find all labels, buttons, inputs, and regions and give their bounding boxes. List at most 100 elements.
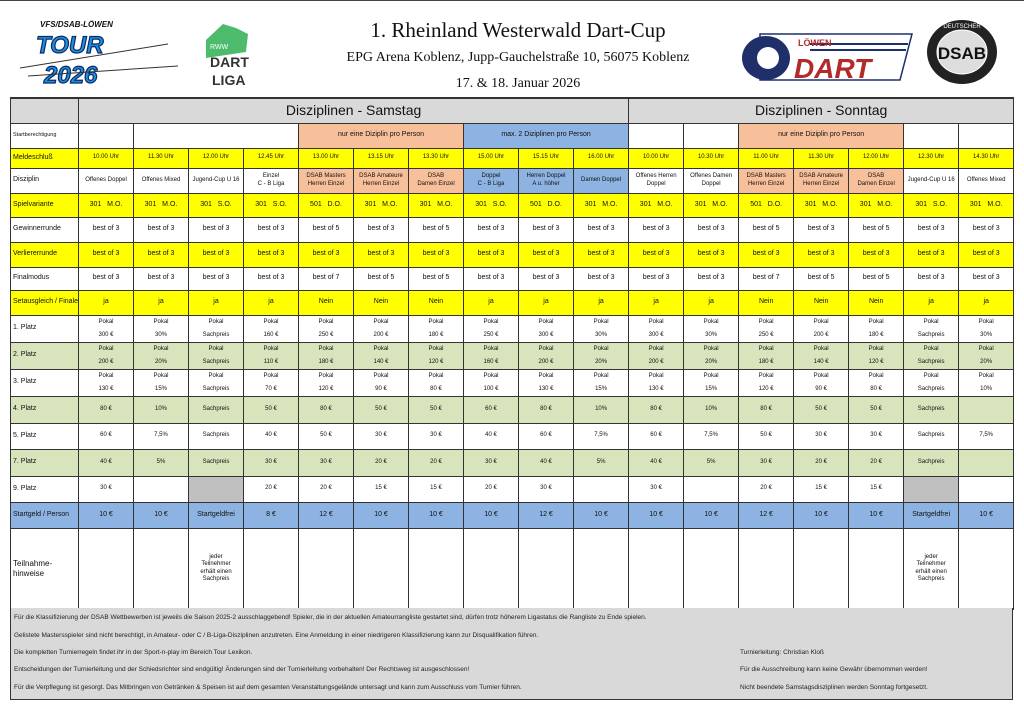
loser-round-cell: best of 3 <box>903 241 960 268</box>
eligibility-cell <box>903 122 960 149</box>
svg-text:TOUR: TOUR <box>36 32 104 59</box>
entry-fee-cell: 10 € <box>78 501 134 529</box>
prize-line: 80 € <box>430 385 442 392</box>
participation-note-cell <box>78 527 134 610</box>
prize-3-cell: Pokal Sachpreis <box>903 368 960 397</box>
prize-line: Pokal <box>428 372 444 379</box>
participation-note-cell <box>683 527 740 610</box>
prize-line: Sachpreis <box>917 358 945 365</box>
prize-1-cell: Pokal 160 € <box>243 314 299 343</box>
participation-note-cell <box>628 527 685 610</box>
table-row: 7. Platz 40 €5% Sachpreis 30 €30 €20 €20 €3… <box>10 448 1015 477</box>
prize-line: Pokal <box>703 318 719 325</box>
prize-3-cell: Pokal 130 € <box>78 368 134 397</box>
prize-line: Pokal <box>373 345 389 352</box>
set-balance-cell: Nein <box>298 289 354 316</box>
entry-fee-cell: Startgeldfrei <box>903 501 960 529</box>
eligibility-cell: nur eine Diziplin pro Person <box>738 122 905 149</box>
prize-2-cell: Pokal 180 € <box>738 341 795 370</box>
discipline-cell: DSAB Amateure Herren Einzel <box>793 167 850 194</box>
prize-7-cell: 20 € <box>353 448 409 477</box>
prize-line: 250 € <box>318 331 334 338</box>
game-variant-cell: 301 M.O. <box>353 192 409 218</box>
prize-3-cell: Pokal 70 € <box>243 368 299 397</box>
deadline-cell: 11.30 Uhr <box>793 147 850 169</box>
winner-round-cell: best of 3 <box>518 216 574 243</box>
prize-line: Pokal <box>648 345 664 352</box>
prize-7-cell: Sachpreis <box>188 448 244 477</box>
prize-line: Pokal <box>868 345 884 352</box>
prize-2-cell: Pokal 180 € <box>298 341 354 370</box>
prize-line: Pokal <box>318 345 334 352</box>
footer-notes: Für die Klassifizierung der DSAB Wettbew… <box>10 608 1013 700</box>
final-mode-cell: best of 3 <box>628 266 685 291</box>
prize-5-cell: 60 € <box>78 422 134 450</box>
participation-note-cell <box>958 527 1015 610</box>
game-variant-cell: 501 D.O. <box>738 192 795 218</box>
prize-line: Pokal <box>428 345 444 352</box>
venue-address: EPG Arena Koblenz, Jupp-Gauchelstraße 10… <box>346 50 690 65</box>
prize-9-cell: 30 € <box>628 475 685 503</box>
row-label-set_balance: Setausgleich / Finale <box>10 289 79 316</box>
prize-9-cell: 30 € <box>78 475 134 503</box>
prize-2-cell: Pokal 140 € <box>353 341 409 370</box>
prize-2-cell: Pokal 160 € <box>463 341 519 370</box>
set-balance-cell: ja <box>463 289 519 316</box>
prize-2-cell: Pokal 20% <box>683 341 740 370</box>
prize-3-cell: Pokal 120 € <box>298 368 354 397</box>
table-row: Meldeschluß 10.00 Uhr 11.30 Uhr 12.00 Uhr 12… <box>10 147 1015 169</box>
row-label-discipline: Disziplin <box>10 167 79 194</box>
entry-fee-cell: 10 € <box>848 501 905 529</box>
discipline-cell: Offenes Doppel <box>78 167 134 194</box>
row-label-time: Meldeschluß <box>10 147 79 169</box>
participation-note-cell <box>243 527 299 610</box>
prize-line: Pokal <box>428 318 444 325</box>
prize-line: Sachpreis <box>917 385 945 392</box>
deadline-cell: 12.45 Uhr <box>243 147 299 169</box>
final-mode-cell: best of 3 <box>518 266 574 291</box>
prize-line: 15% <box>705 385 718 392</box>
table-row: 1. Platz Pokal 300 € Pokal 30% Pokal Sachpreis… <box>10 314 1015 343</box>
prize-2-cell: Pokal 200 € <box>628 341 685 370</box>
prize-line: 200 € <box>538 358 554 365</box>
row-label-p4: 4. Platz <box>10 395 79 424</box>
table-row: 9. Platz 30 €20 €20 €15 €15 €20 €30 €30 €… <box>10 475 1015 503</box>
prize-1-cell: Pokal 180 € <box>408 314 464 343</box>
loser-round-cell: best of 3 <box>133 241 189 268</box>
prize-line: Pokal <box>593 372 609 379</box>
svg-text:DSAB: DSAB <box>938 44 986 63</box>
prize-line: 120 € <box>428 358 444 365</box>
final-mode-cell: best of 3 <box>683 266 740 291</box>
final-mode-cell: best of 3 <box>958 266 1015 291</box>
prize-line: Pokal <box>538 318 554 325</box>
set-balance-cell: Nein <box>408 289 464 316</box>
prize-4-cell: 50 € <box>243 395 299 424</box>
entry-fee-cell: 10 € <box>793 501 850 529</box>
prize-7-cell: 40 € <box>628 448 685 477</box>
game-variant-cell: 301 M.O. <box>848 192 905 218</box>
prize-9-cell <box>958 475 1015 503</box>
set-balance-cell: ja <box>243 289 299 316</box>
prize-line: Pokal <box>703 345 719 352</box>
prize-5-cell: 30 € <box>408 422 464 450</box>
set-balance-cell: ja <box>133 289 189 316</box>
game-variant-cell: 301 M.O. <box>683 192 740 218</box>
discipline-cell: DSAB Damen Einzel <box>408 167 464 194</box>
prize-4-cell: 50 € <box>353 395 409 424</box>
final-mode-cell: best of 7 <box>298 266 354 291</box>
prize-line: Sachpreis <box>202 331 230 338</box>
prize-5-cell: 30 € <box>793 422 850 450</box>
game-variant-cell: 301 S.O. <box>188 192 244 218</box>
set-balance-cell: Nein <box>353 289 409 316</box>
prize-9-cell: 15 € <box>408 475 464 503</box>
prize-line: 300 € <box>648 331 664 338</box>
participation-note-cell: jeder Teilnehmer erhält einen Sachpreis <box>188 527 244 610</box>
prize-2-cell: Pokal 20% <box>133 341 189 370</box>
deadline-cell: 11.30 Uhr <box>133 147 189 169</box>
prize-line: Pokal <box>703 372 719 379</box>
set-balance-cell: ja <box>683 289 740 316</box>
final-mode-cell: best of 5 <box>848 266 905 291</box>
prize-7-cell: 30 € <box>463 448 519 477</box>
prize-line: Pokal <box>593 345 609 352</box>
prize-7-cell: 30 € <box>243 448 299 477</box>
